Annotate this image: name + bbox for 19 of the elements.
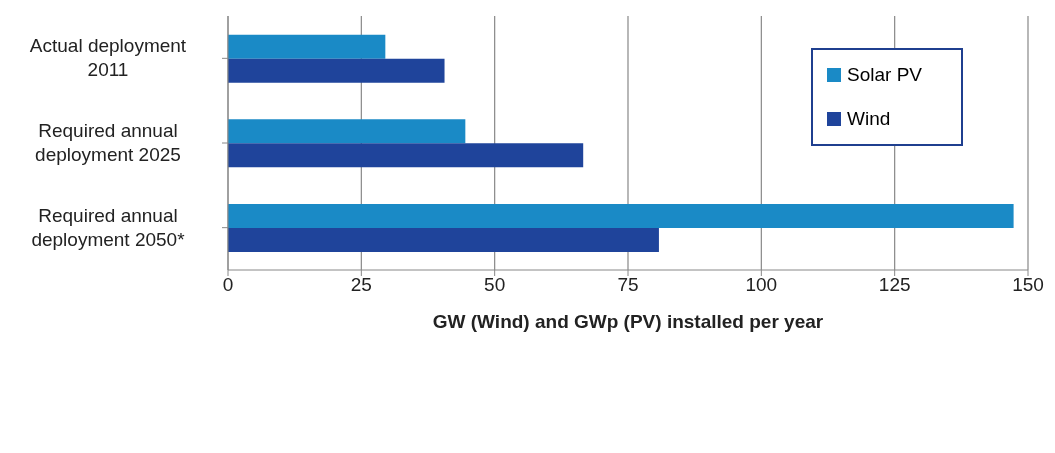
x-tick-label: 125 <box>878 274 911 296</box>
bar <box>228 227 659 252</box>
bar <box>228 143 584 168</box>
x-tick-label: 25 <box>350 274 372 296</box>
bar <box>228 58 445 83</box>
y-tick-label: Required annual deployment 2050* <box>31 204 186 250</box>
x-tick-label: 150 <box>1012 274 1044 296</box>
x-tick-label: 50 <box>484 274 506 296</box>
x-tick-label: 100 <box>745 274 778 296</box>
y-tick-label: Required annual deployment 2025 <box>35 120 181 165</box>
y-tick-label: Actual deployment 2011 <box>29 35 187 81</box>
x-tick-label: 0 <box>222 274 234 296</box>
legend-label: Wind <box>847 108 891 130</box>
legend-label: Solar PV <box>847 64 922 86</box>
bar <box>228 34 386 59</box>
bar <box>228 203 1014 228</box>
x-tick-label: 75 <box>617 274 639 296</box>
bar <box>228 119 466 144</box>
x-axis-title: GW (Wind) and GWp (PV) installed per year <box>432 311 824 332</box>
